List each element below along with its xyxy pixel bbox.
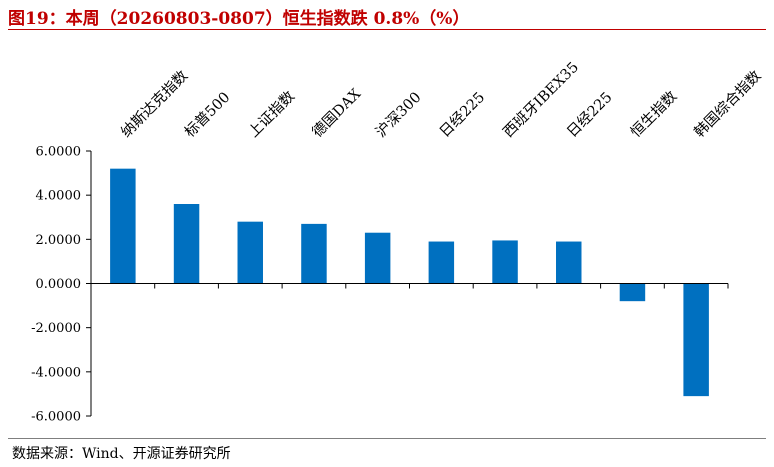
y-tick-label: 6.0000 bbox=[36, 145, 82, 160]
footer-divider bbox=[8, 438, 766, 439]
y-tick-label: 0.0000 bbox=[36, 277, 82, 292]
x-tick-label: 沪深300 bbox=[372, 89, 424, 141]
x-tick-label: 德国DAX bbox=[309, 85, 365, 141]
bar bbox=[619, 283, 646, 302]
bar bbox=[556, 241, 582, 284]
y-tick-label: 4.0000 bbox=[36, 189, 82, 204]
y-axis: 6.0000 4.0000 2.0000 0.0000 -2.0000 -4.0000 -6… bbox=[31, 145, 92, 425]
x-axis bbox=[90, 283, 729, 289]
figure-title: 图19：本周（20260803-0807）恒生指数跌 0.8%（%） bbox=[8, 9, 470, 29]
bar bbox=[173, 204, 200, 284]
bar bbox=[237, 221, 263, 284]
y-tick-label: 2.0000 bbox=[36, 233, 82, 248]
bar bbox=[492, 240, 518, 284]
x-tick-label: 标普500 bbox=[181, 89, 233, 141]
bar bbox=[364, 232, 391, 284]
x-tick-label: 韩国综合指数 bbox=[691, 67, 765, 141]
x-tick-label: 恒生指数 bbox=[627, 87, 680, 140]
x-tick-label: 日经225 bbox=[436, 89, 488, 141]
y-tick-label: -4.0000 bbox=[31, 365, 81, 380]
bar bbox=[110, 168, 136, 284]
bar bbox=[301, 223, 327, 284]
source-note: 数据来源：Wind、开源证券研究所 bbox=[12, 446, 231, 462]
bar bbox=[683, 283, 709, 397]
y-tick-label: -2.0000 bbox=[31, 321, 81, 336]
x-tick-label: 纳斯达克指数 bbox=[118, 67, 192, 141]
y-tick-label: -6.0000 bbox=[31, 410, 81, 425]
x-tick-label: 上证指数 bbox=[245, 87, 298, 140]
bar-chart: 6.0000 4.0000 2.0000 0.0000 -2.0000 -4.0000 -6… bbox=[31, 59, 765, 425]
bar bbox=[428, 241, 455, 284]
title-divider bbox=[8, 29, 766, 30]
x-tick-label: 日经225 bbox=[564, 89, 616, 141]
bars bbox=[110, 168, 709, 397]
